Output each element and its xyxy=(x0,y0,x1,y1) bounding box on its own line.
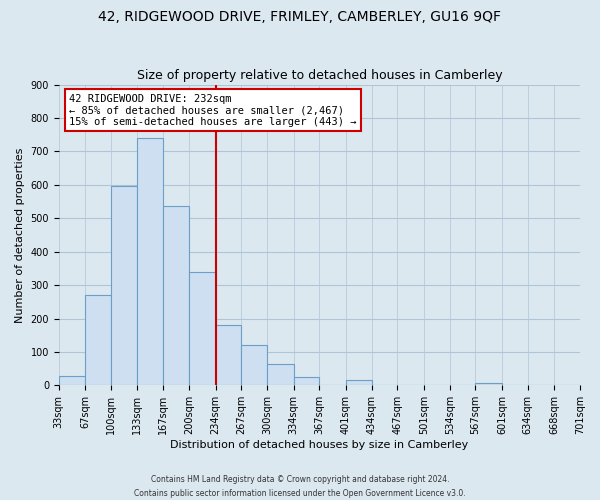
Bar xyxy=(111,186,137,386)
Bar xyxy=(59,376,85,386)
Bar xyxy=(163,206,189,386)
Bar xyxy=(475,382,502,386)
Y-axis label: Number of detached properties: Number of detached properties xyxy=(15,148,25,322)
Text: 42 RIDGEWOOD DRIVE: 232sqm
← 85% of detached houses are smaller (2,467)
15% of s: 42 RIDGEWOOD DRIVE: 232sqm ← 85% of deta… xyxy=(69,94,357,127)
Bar xyxy=(267,364,293,386)
X-axis label: Distribution of detached houses by size in Camberley: Distribution of detached houses by size … xyxy=(170,440,469,450)
Title: Size of property relative to detached houses in Camberley: Size of property relative to detached ho… xyxy=(137,69,502,82)
Text: 42, RIDGEWOOD DRIVE, FRIMLEY, CAMBERLEY, GU16 9QF: 42, RIDGEWOOD DRIVE, FRIMLEY, CAMBERLEY,… xyxy=(98,10,502,24)
Text: Contains HM Land Registry data © Crown copyright and database right 2024.
Contai: Contains HM Land Registry data © Crown c… xyxy=(134,476,466,498)
Bar xyxy=(293,377,319,386)
Bar xyxy=(346,380,371,386)
Bar xyxy=(189,272,215,386)
Bar xyxy=(85,295,111,386)
Bar xyxy=(215,325,241,386)
Bar xyxy=(241,345,267,386)
Bar xyxy=(137,138,163,386)
